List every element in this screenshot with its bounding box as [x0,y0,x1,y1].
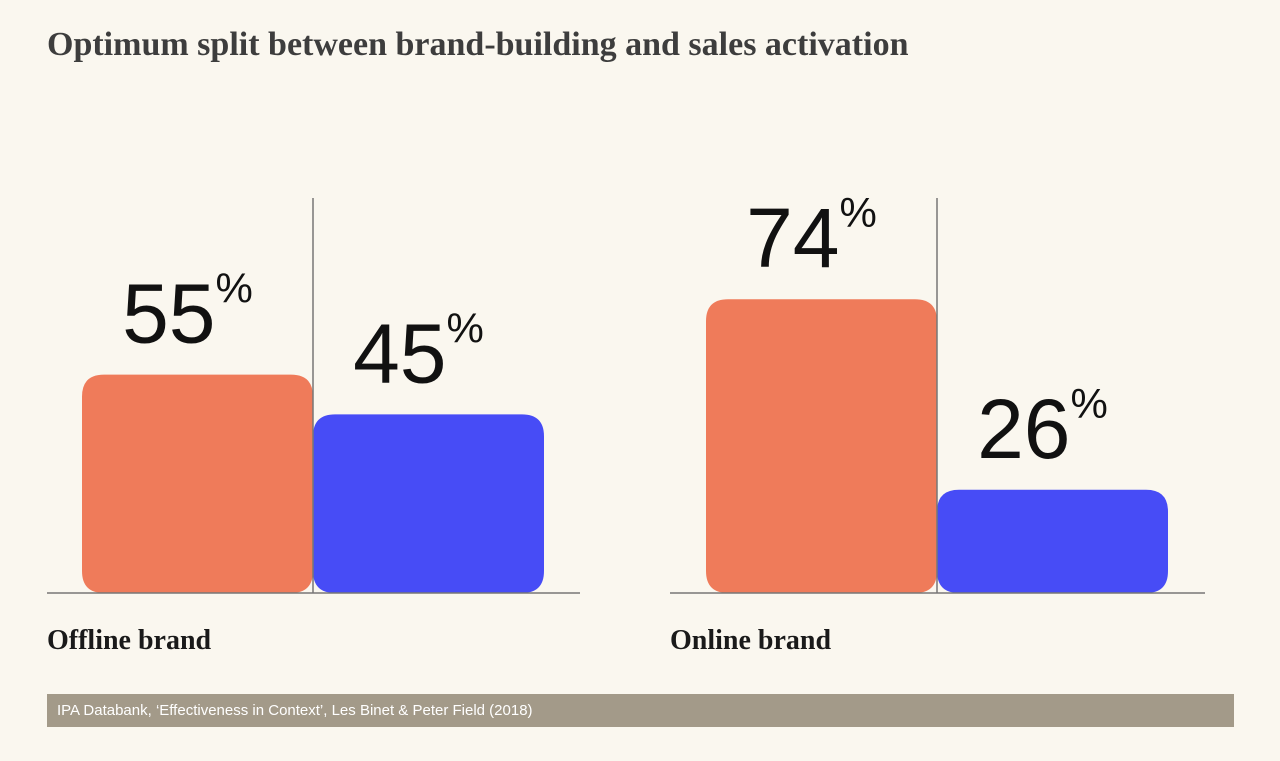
bar-0-0 [82,374,313,593]
data-label-0-1: 45% [353,304,484,400]
data-label-suffix: % [840,189,877,236]
data-label-value: 74 [746,191,839,285]
bar-1-0 [706,299,937,593]
category-label-0: Offline brand [47,625,212,656]
data-label-suffix: % [216,265,253,312]
source-note: IPA Databank, ‘Effectiveness in Context’… [47,694,1234,727]
category-label-1: Online brand [670,625,831,656]
data-label-suffix: % [1071,380,1108,427]
data-label-value: 55 [122,267,215,361]
data-label-0-0: 55% [122,265,253,361]
data-label-value: 45 [353,306,446,400]
bar-group-1: 74%26%Online brand [670,189,1205,656]
chart-title: Optimum split between brand-building and… [47,26,909,63]
bar-group-0: 55%45%Offline brand [47,198,580,656]
bar-0-1 [313,414,544,593]
data-label-suffix: % [447,304,484,351]
data-label-value: 26 [977,382,1070,476]
data-label-1-1: 26% [977,380,1108,476]
data-label-1-0: 74% [746,189,877,285]
bar-1-1 [937,489,1168,593]
